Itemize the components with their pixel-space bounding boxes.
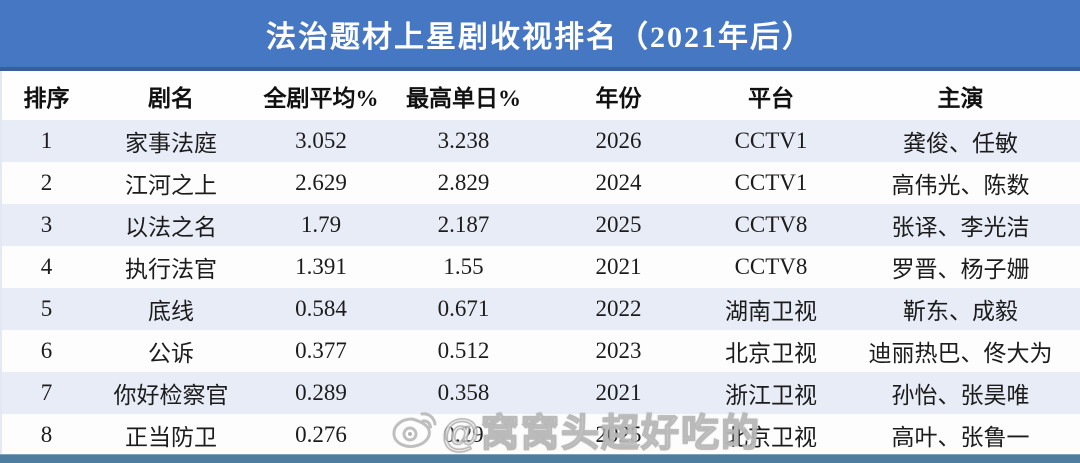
table-row: 6 公诉 0.377 0.512 2023 北京卫视 迪丽热巴、佟大为 <box>1 330 1080 372</box>
cell-leads: 张译、李光洁 <box>891 215 1030 240</box>
cell-drama: 执行法官 <box>125 257 217 282</box>
cell-leads: 孙怡、张昊唯 <box>891 383 1030 408</box>
table-row: 2 江河之上 2.629 2.829 2024 CCTV1 高伟光、陈数 <box>1 162 1080 204</box>
cell-series-avg: 1.391 <box>295 254 347 279</box>
col-header-series-avg: 全剧平均% <box>263 85 379 111</box>
table-row: 4 执行法官 1.391 1.55 2021 CCTV8 罗晋、杨子姗 <box>1 246 1080 288</box>
cell-rank: 6 <box>40 338 53 363</box>
cell-leads: 罗晋、杨子姗 <box>891 257 1030 282</box>
cell-max-daily: 2.829 <box>437 170 490 195</box>
cell-year: 2025 <box>595 422 642 447</box>
col-header-drama: 剧名 <box>148 85 194 111</box>
table-row: 5 底线 0.584 0.671 2022 湖南卫视 靳东、成毅 <box>1 288 1080 330</box>
cell-rank: 1 <box>40 128 53 153</box>
cell-platform: 北京卫视 <box>725 425 817 450</box>
cell-year: 2026 <box>595 128 642 153</box>
cell-platform: CCTV1 <box>734 170 808 195</box>
cell-max-daily: 2.187 <box>437 212 490 237</box>
cell-platform: 湖南卫视 <box>725 299 817 324</box>
cell-max-daily: 0.671 <box>437 296 490 321</box>
cell-rank: 3 <box>40 212 53 237</box>
col-header-leads: 主演 <box>937 85 984 111</box>
cell-year: 2025 <box>595 212 642 237</box>
cell-rank: 4 <box>40 254 53 279</box>
cell-drama: 江河之上 <box>125 173 217 198</box>
cell-drama: 正当防卫 <box>125 425 217 450</box>
table-row: 1 家事法庭 3.052 3.238 2026 CCTV1 龚俊、任敏 <box>1 120 1080 162</box>
cell-max-daily: 0.358 <box>437 380 490 405</box>
cell-year: 2022 <box>595 296 642 321</box>
cell-rank: 7 <box>40 380 53 405</box>
cell-series-avg: 1.79 <box>300 212 342 237</box>
cell-leads: 迪丽热巴、佟大为 <box>868 341 1053 366</box>
cell-rank: 8 <box>40 422 53 447</box>
cell-year: 2021 <box>595 254 642 279</box>
cell-leads: 龚俊、任敏 <box>903 131 1018 156</box>
cell-series-avg: 3.052 <box>295 128 347 153</box>
table-row: 8 正当防卫 0.276 0.29 2025 北京卫视 高叶、张鲁一 <box>1 414 1080 456</box>
table-row: 7 你好检察官 0.289 0.358 2021 浙江卫视 孙怡、张昊唯 <box>1 372 1080 414</box>
cell-platform: CCTV8 <box>734 212 808 237</box>
cell-year: 2021 <box>595 380 642 405</box>
cell-leads: 靳东、成毅 <box>903 299 1018 324</box>
cell-drama: 你好检察官 <box>113 383 229 408</box>
col-header-max-daily: 最高单日% <box>406 85 521 111</box>
col-header-rank: 排序 <box>23 85 70 111</box>
cell-leads: 高叶、张鲁一 <box>891 425 1030 450</box>
cell-drama: 公诉 <box>148 341 194 366</box>
title-bar: 法治题材上星剧收视排名（2021年后） <box>0 0 1080 71</box>
cell-max-daily: 1.55 <box>443 254 484 279</box>
cell-max-daily: 0.512 <box>437 338 490 363</box>
col-header-platform: 平台 <box>748 85 794 111</box>
cell-series-avg: 2.629 <box>295 170 347 195</box>
cell-platform: 浙江卫视 <box>725 383 817 408</box>
ratings-table: 排序 剧名 全剧平均% 最高单日% 年份 平台 主演 1 家事法庭 3.052 … <box>0 71 1080 456</box>
cell-series-avg: 0.289 <box>295 380 347 405</box>
cell-max-daily: 3.238 <box>437 128 490 153</box>
table-row: 3 以法之名 1.79 2.187 2025 CCTV8 张译、李光洁 <box>1 204 1080 246</box>
bottom-accent-bar <box>0 454 1080 463</box>
cell-series-avg: 0.276 <box>295 422 347 447</box>
cell-platform: CCTV8 <box>734 254 808 279</box>
cell-year: 2024 <box>595 170 642 195</box>
cell-series-avg: 0.584 <box>295 296 347 321</box>
cell-series-avg: 0.377 <box>295 338 347 363</box>
cell-drama: 家事法庭 <box>125 131 217 156</box>
col-header-year: 年份 <box>595 85 642 111</box>
cell-year: 2023 <box>595 338 642 363</box>
cell-platform: 北京卫视 <box>725 341 817 366</box>
cell-drama: 以法之名 <box>125 215 217 240</box>
cell-rank: 2 <box>40 170 53 195</box>
header-row: 排序 剧名 全剧平均% 最高单日% 年份 平台 主演 <box>1 71 1080 120</box>
cell-drama: 底线 <box>148 299 194 324</box>
page-title: 法治题材上星剧收视排名（2021年后） <box>266 20 814 54</box>
cell-platform: CCTV1 <box>734 128 808 153</box>
cell-rank: 5 <box>40 296 53 321</box>
cell-leads: 高伟光、陈数 <box>891 173 1030 198</box>
cell-max-daily: 0.29 <box>443 422 484 447</box>
